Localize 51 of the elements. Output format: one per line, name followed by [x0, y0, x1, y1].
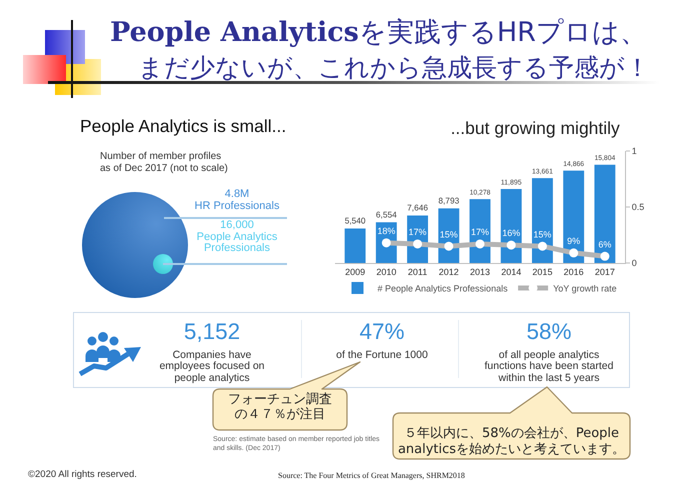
data-label: 17%	[408, 227, 427, 238]
bar	[500, 189, 522, 263]
data-label: 15%	[533, 229, 552, 240]
data-label: 18%	[377, 226, 396, 236]
x-tick-label: 2013	[470, 266, 490, 277]
x-tick-label: 2010	[376, 266, 396, 277]
category-label: Companies have employees focused on people analytics	[158, 348, 266, 384]
bar	[594, 164, 616, 263]
data-label: 6%	[598, 239, 612, 250]
legend-label: # People Analytics Professionals	[378, 283, 508, 294]
category-label: of all people analytics functions have been started within the last 5 years	[483, 348, 614, 384]
text: 47%	[359, 319, 405, 344]
data-label: 6,554	[376, 209, 398, 220]
bar	[344, 228, 366, 263]
chart-title: ...but growing mightily	[450, 118, 620, 138]
category-label: of the Fortune 1000	[335, 348, 429, 361]
y2-tick-label: 1	[632, 146, 637, 156]
data-label: 7,646	[407, 202, 428, 213]
category-label: HR Professionals	[194, 200, 280, 212]
x-tick-label: 2016	[564, 266, 584, 277]
data-label: 8,793	[438, 195, 460, 206]
text: Number of member profiles as of Dec 2017 (not to scale)	[100, 151, 228, 175]
text: 58%	[526, 319, 572, 344]
data-label: 9%	[567, 236, 580, 246]
text: 4.8M	[224, 188, 250, 200]
x-tick-label: 2014	[501, 266, 522, 277]
x-tick-label: 2017	[594, 266, 615, 277]
bar	[532, 178, 553, 263]
text: まだ少ないが、これから急成長する予感が！	[138, 52, 650, 84]
x-tick-label: 2009	[345, 266, 366, 277]
category-label: People Analytics Professionals	[196, 230, 278, 254]
legend-label: YoY growth rate	[553, 283, 617, 294]
text: 16,000	[220, 219, 254, 231]
data-label: 16%	[502, 228, 520, 238]
data-label: 15%	[440, 229, 458, 240]
y2-tick-label: 0.5	[632, 202, 644, 212]
text: People Analyticsを実践するHRプロは、	[110, 17, 647, 48]
text: フォーチュン調査の４７％が注目	[227, 392, 333, 422]
x-tick-label: 2012	[438, 266, 459, 277]
data-label: 17%	[470, 227, 490, 238]
text: ©2020 All rights reserved.	[28, 469, 137, 480]
text: ５年以内に、58%の会社が、People analyticsを始めたいと考えています。	[396, 426, 626, 458]
text: People Analytics is small...	[80, 116, 286, 137]
x-tick-label: 2015	[532, 266, 552, 277]
text: 5,152	[184, 319, 240, 344]
bar	[563, 170, 584, 263]
source-note: Source: The Four Metrics of Great Managers, SHRM2018	[278, 470, 465, 480]
bar	[470, 199, 490, 263]
y2-tick-label: 0	[632, 258, 637, 268]
data-label: 5,540	[344, 216, 366, 226]
x-tick-label: 2011	[408, 266, 428, 277]
